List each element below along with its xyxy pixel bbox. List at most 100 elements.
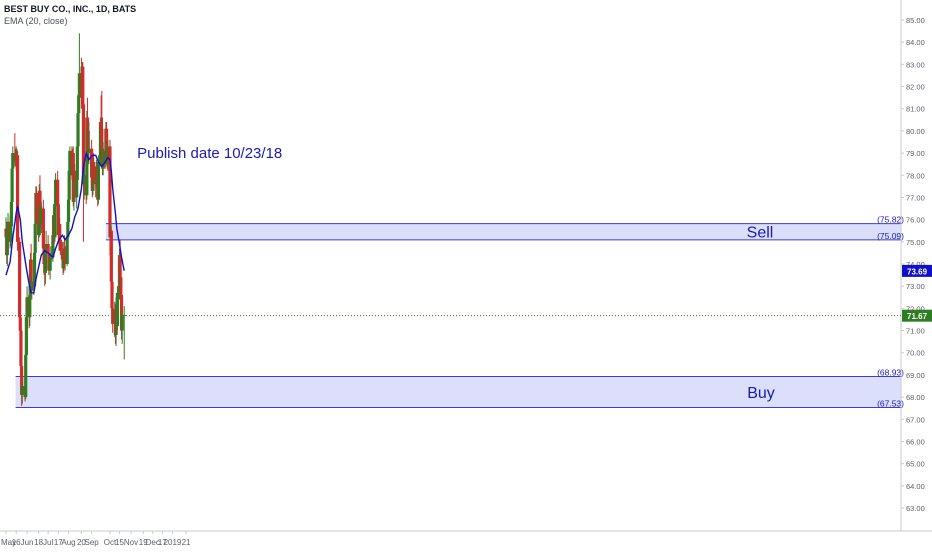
candle-body: [104, 128, 109, 154]
candle-body: [68, 150, 72, 171]
candle-body: [25, 297, 29, 318]
candle-body: [96, 161, 101, 200]
candle-body: [66, 221, 70, 238]
candle-body: [118, 255, 122, 278]
zone-sell-bottom-value: (75.09): [877, 231, 904, 241]
zone-buy-bottom-value: (67.53): [877, 399, 904, 409]
price-tick-label: 82.00: [906, 83, 925, 92]
annotations-layer: Publish date 10/23/18: [137, 145, 282, 162]
candle-body: [65, 237, 69, 264]
candle-body: [87, 148, 91, 154]
price-tick-label: 65.00: [906, 460, 925, 469]
price-tick-label: 73.00: [906, 282, 925, 291]
time-tick-label: 20: [77, 538, 86, 547]
price-tick-label: 67.00: [906, 415, 925, 424]
candle-body: [62, 248, 67, 253]
candle-body: [38, 190, 42, 207]
candle-body: [119, 295, 124, 331]
symbol-title: BEST BUY CO., INC., 1D, BATS: [4, 4, 137, 14]
candle-body: [82, 175, 86, 185]
price-tick-label: 85.00: [906, 16, 925, 25]
candle-body: [9, 226, 13, 242]
candle-body: [122, 315, 126, 317]
current-price-badge-text: 71.67: [907, 312, 928, 321]
candle-body: [108, 146, 112, 238]
candle-body: [39, 208, 43, 225]
candle-body: [41, 208, 45, 249]
zone-sell-rect: [105, 223, 901, 240]
zone-buy-top-value: (68.93): [877, 367, 904, 377]
candle-body: [34, 193, 39, 220]
candle-body: [24, 317, 28, 355]
candle-body: [20, 386, 24, 395]
time-tick-label: 2019: [164, 538, 182, 547]
candle-body: [32, 252, 37, 287]
candle-body: [111, 308, 115, 324]
price-tick-label: 69.00: [906, 371, 925, 380]
time-tick-label: Nov: [124, 538, 138, 547]
candle-body: [15, 155, 20, 242]
time-tick-label: 15: [115, 538, 124, 547]
candle-body: [115, 292, 120, 327]
time-tick-label: Dec: [146, 538, 160, 547]
candle-body: [56, 179, 60, 205]
price-tick-label: 71.00: [906, 327, 925, 336]
price-tick-label: 84.00: [906, 38, 925, 47]
candle-body: [18, 317, 22, 331]
candle-body: [49, 257, 53, 260]
candle-body: [92, 161, 96, 180]
candle-body: [77, 95, 81, 114]
ema-layer: [5, 150, 125, 294]
time-tick-label: 19: [139, 538, 148, 547]
candle-body: [66, 199, 71, 222]
time-tick-label: 17: [54, 538, 63, 547]
time-tick-label: Jun: [21, 538, 34, 547]
candle-body: [48, 259, 52, 271]
current-price-badge-bg: [902, 309, 932, 322]
price-tick-label: 78.00: [906, 171, 925, 180]
candle-body: [44, 244, 48, 251]
price-tick-label: 68.00: [906, 393, 925, 402]
candle-body: [51, 235, 55, 258]
price-tick-label: 63.00: [906, 504, 925, 513]
candle-body: [81, 104, 86, 185]
candle-body: [29, 259, 33, 291]
candle-body: [24, 354, 28, 398]
zone-sell-label: Sell: [747, 225, 774, 242]
candles-layer: [4, 33, 126, 406]
price-tick-label: 74.00: [906, 260, 925, 269]
candle-body: [85, 117, 90, 131]
candle-body: [100, 128, 104, 149]
price-tick-label: 70.00: [906, 349, 925, 358]
candle-body: [58, 224, 62, 240]
candle-body: [75, 146, 79, 180]
price-tick-label: 81.00: [906, 105, 925, 114]
candle-body: [46, 244, 50, 253]
zone-buy-label: Buy: [747, 385, 775, 402]
candle-body: [17, 241, 22, 318]
candle-body: [120, 315, 124, 331]
price-tick-label: 79.00: [906, 149, 925, 158]
candle-body: [99, 122, 103, 129]
candle-body: [119, 277, 123, 296]
candle-body: [76, 113, 80, 147]
time-tick-label: Jul: [43, 538, 53, 547]
candle-body: [109, 230, 113, 282]
candle-body: [106, 146, 110, 165]
price-axis[interactable]: 63.00 64.00 65.00 66.00 67.00 68.00 69.00 70.00…: [901, 16, 932, 513]
time-tick-label: Oct: [104, 538, 117, 547]
time-tick-label: May: [1, 538, 16, 547]
candle-body: [81, 66, 85, 105]
candle-body: [5, 235, 9, 256]
price-tick-label: 76.00: [906, 216, 925, 225]
candle-body: [58, 239, 62, 251]
candle-body: [30, 281, 34, 291]
time-tick-label: 18: [34, 538, 43, 547]
time-tick-label: 17: [158, 538, 167, 547]
time-tick-label: Sep: [84, 538, 99, 547]
candle-body: [101, 150, 105, 169]
price-tick-label: 77.00: [906, 193, 925, 202]
